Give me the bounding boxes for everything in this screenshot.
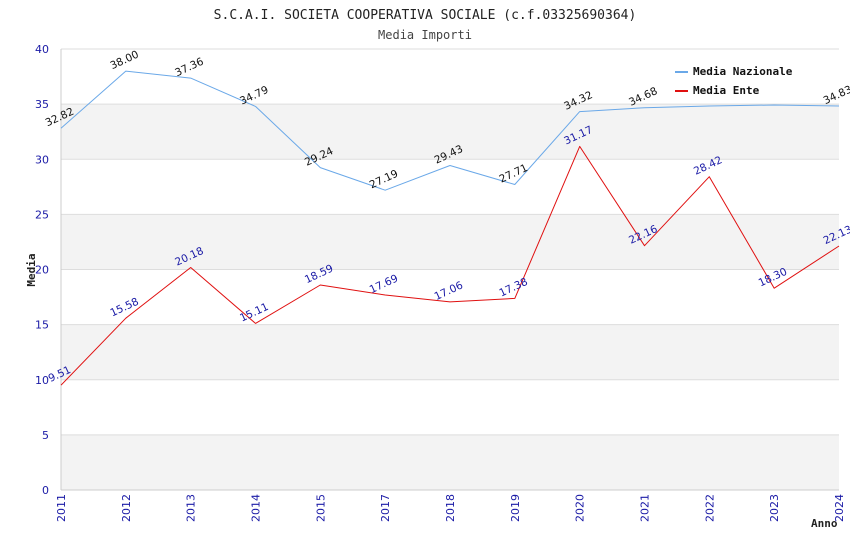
y-tick-labels: 0 5 10 15 20 25 30 35 40 — [35, 43, 49, 497]
y-tick-label: 15 — [35, 319, 49, 332]
series-line-nazionale — [60, 70, 840, 191]
grid-band — [61, 324, 839, 380]
chart-subtitle: Media Importi — [378, 28, 472, 42]
legend: Media Nazionale Media Ente — [668, 59, 811, 103]
data-label: 27.19 — [368, 168, 400, 192]
x-tick-label: 2014 — [250, 494, 263, 522]
x-tick-label: 2012 — [120, 494, 133, 522]
x-tick-label: 2015 — [314, 494, 327, 522]
y-tick-label: 35 — [35, 98, 49, 111]
x-tick-label: 2022 — [703, 494, 716, 522]
data-label: 27.71 — [497, 162, 529, 186]
legend-label-ente: Media Ente — [693, 84, 760, 97]
x-tick-label: 2011 — [55, 494, 68, 522]
grid-band — [61, 434, 839, 490]
data-label: 37.36 — [173, 55, 206, 79]
grid-band — [61, 214, 839, 270]
x-tick-label: 2021 — [639, 494, 652, 522]
x-tick-label: 2020 — [574, 494, 587, 522]
series-lines — [60, 70, 840, 386]
data-label: 38.00 — [108, 49, 140, 73]
data-label: 17.69 — [368, 272, 400, 296]
x-tick-label: 2024 — [833, 494, 846, 522]
y-tick-label: 25 — [35, 208, 49, 221]
y-tick-label: 20 — [35, 264, 49, 277]
y-tick-label: 10 — [35, 374, 49, 387]
y-tick-label: 30 — [35, 153, 49, 166]
x-tick-labels: 2011 2012 2013 2014 2015 2017 2018 2019 2020 2021… — [55, 494, 846, 522]
x-tick-label: 2017 — [379, 494, 392, 522]
x-tick-label: 2023 — [768, 494, 781, 522]
y-tick-label: 40 — [35, 43, 49, 56]
series-line-ente — [60, 145, 840, 386]
data-label: 17.38 — [497, 276, 529, 300]
chart-title: S.C.A.I. SOCIETA COOPERATIVA SOCIALE (c.… — [214, 8, 637, 23]
data-label: 9.51 — [47, 364, 73, 385]
data-label: 15.11 — [238, 301, 270, 325]
grid-bands — [61, 104, 839, 490]
x-tick-label: 2018 — [444, 494, 457, 522]
data-label: 15.58 — [108, 296, 140, 320]
legend-label-nazionale: Media Nazionale — [693, 65, 793, 78]
grid-band — [61, 104, 839, 160]
x-tick-label: 2019 — [509, 494, 522, 522]
y-tick-label: 0 — [42, 484, 49, 497]
x-axis-label: Anno — [811, 517, 838, 530]
x-tick-label: 2013 — [185, 494, 198, 522]
data-label: 17.06 — [433, 279, 466, 303]
data-label: 34.83 — [822, 83, 850, 107]
axes — [60, 49, 839, 491]
legend-box — [668, 59, 811, 103]
y-tick-label: 5 — [42, 429, 49, 442]
y-axis-label: Media — [25, 253, 38, 286]
